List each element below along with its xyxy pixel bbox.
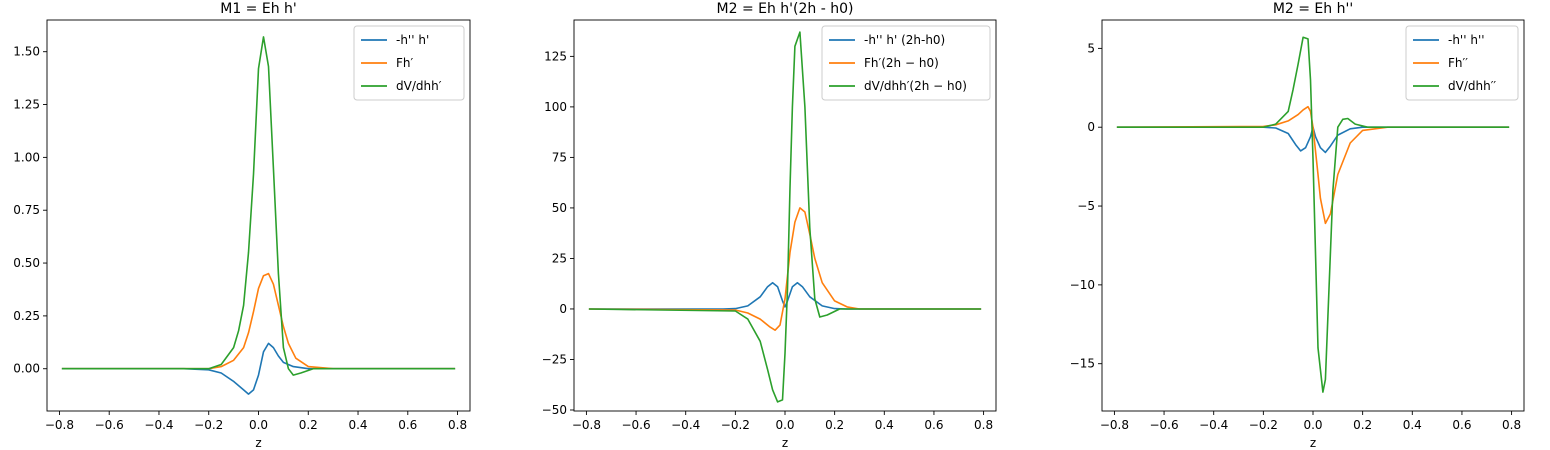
series-line-3 (61, 36, 456, 376)
legend-label: dV/dhh′ (396, 79, 442, 93)
legend-label: Fh′(2h − h0) (864, 56, 939, 70)
x-tick-label: 0.8 (448, 418, 467, 432)
x-tick-label: −0.6 (621, 418, 650, 432)
y-tick-label: 25 (552, 251, 567, 265)
legend-label: -h'' h'' (1448, 33, 1485, 47)
series-line-1 (61, 342, 456, 395)
x-tick-label: 0.0 (775, 418, 794, 432)
series-line-2 (588, 207, 982, 332)
chart-panel-1: −0.8 −0.6 −0.4 −0.2 0.0 0.2 0.4 0.6 0.8 0.00 0.25 0… (13, 1, 471, 450)
series-line-1 (588, 281, 982, 310)
chart-title: M2 = Eh h'' (1273, 1, 1353, 17)
x-tick-label: 0.4 (875, 418, 894, 432)
x-tick-label: −0.4 (144, 418, 173, 432)
y-tick-label: −15 (1070, 357, 1095, 371)
chart-title: M2 = Eh h'(2h - h0) (717, 1, 854, 17)
y-tick-label: 0.25 (13, 309, 40, 323)
x-axis-label: z (255, 436, 261, 450)
y-tick-label: 100 (544, 100, 567, 114)
x-tick-label: 0.8 (1502, 418, 1521, 432)
x-tick-label: 0.6 (924, 418, 943, 432)
y-tick-label: −25 (542, 352, 567, 366)
x-tick-label: 0.0 (1303, 418, 1322, 432)
legend-label: -h'' h' (2h-h0) (864, 33, 945, 47)
x-tick-label: −0.4 (671, 418, 700, 432)
y-tick-label: 0 (1087, 120, 1095, 134)
legend-label: Fh′ (396, 56, 414, 70)
y-tick-label: −50 (542, 403, 567, 417)
y-tick-label: −10 (1070, 278, 1095, 292)
y-tick-label: 5 (1087, 41, 1095, 55)
x-tick-label: −0.8 (572, 418, 601, 432)
x-tick-label: 0.6 (1452, 418, 1471, 432)
y-tick-label: 75 (552, 150, 567, 164)
x-tick-label: 0.4 (348, 418, 367, 432)
series-line-3 (588, 31, 982, 403)
x-tick-label: −0.4 (1199, 418, 1228, 432)
y-tick-label: 1.50 (13, 45, 40, 59)
x-tick-label: 0.0 (249, 418, 268, 432)
legend-label: dV/dhh′(2h − h0) (864, 79, 967, 93)
legend-label: dV/dhh′′ (1448, 79, 1496, 93)
x-tick-label: −0.6 (1149, 418, 1178, 432)
x-tick-label: −0.2 (1249, 418, 1278, 432)
y-tick-label: 0 (559, 302, 567, 316)
y-tick-label: 1.25 (13, 98, 40, 112)
y-tick-label: 0.00 (13, 362, 40, 376)
legend-box (821, 25, 991, 101)
x-tick-label: 0.2 (1353, 418, 1372, 432)
y-tick-label: 1.00 (13, 150, 40, 164)
x-tick-label: −0.2 (194, 418, 223, 432)
series-line-2 (61, 272, 456, 370)
x-tick-label: −0.6 (95, 418, 124, 432)
x-tick-label: −0.2 (721, 418, 750, 432)
y-tick-label: 0.75 (13, 203, 40, 217)
legend-box (1405, 25, 1519, 101)
series-line-3 (1116, 36, 1510, 393)
x-axis-label: z (1310, 436, 1316, 450)
legend-label: -h'' h' (396, 33, 429, 47)
x-tick-label: 0.2 (299, 418, 318, 432)
x-axis-label: z (782, 436, 788, 450)
legend-label: Fh′′ (1448, 56, 1468, 70)
y-tick-label: −5 (1077, 199, 1095, 213)
y-tick-label: 125 (544, 49, 567, 63)
x-tick-label: 0.2 (825, 418, 844, 432)
chart-panel-2: −0.8 −0.6 −0.4 −0.2 0.0 0.2 0.4 0.6 0.8 −50 −25 0 25… (542, 1, 997, 450)
y-tick-label: 50 (552, 201, 567, 215)
series-line-2 (1116, 105, 1510, 225)
x-tick-label: 0.8 (974, 418, 993, 432)
x-tick-label: −0.8 (1100, 418, 1129, 432)
x-tick-label: 0.4 (1403, 418, 1422, 432)
chart-title: M1 = Eh h' (220, 1, 297, 17)
chart-panel-3: −0.8 −0.6 −0.4 −0.2 0.0 0.2 0.4 0.6 0.8 −15 −10 −5 0… (1070, 1, 1525, 450)
x-tick-label: 0.6 (398, 418, 417, 432)
y-tick-label: 0.50 (13, 256, 40, 270)
x-tick-label: −0.8 (45, 418, 74, 432)
legend-box (353, 25, 465, 101)
